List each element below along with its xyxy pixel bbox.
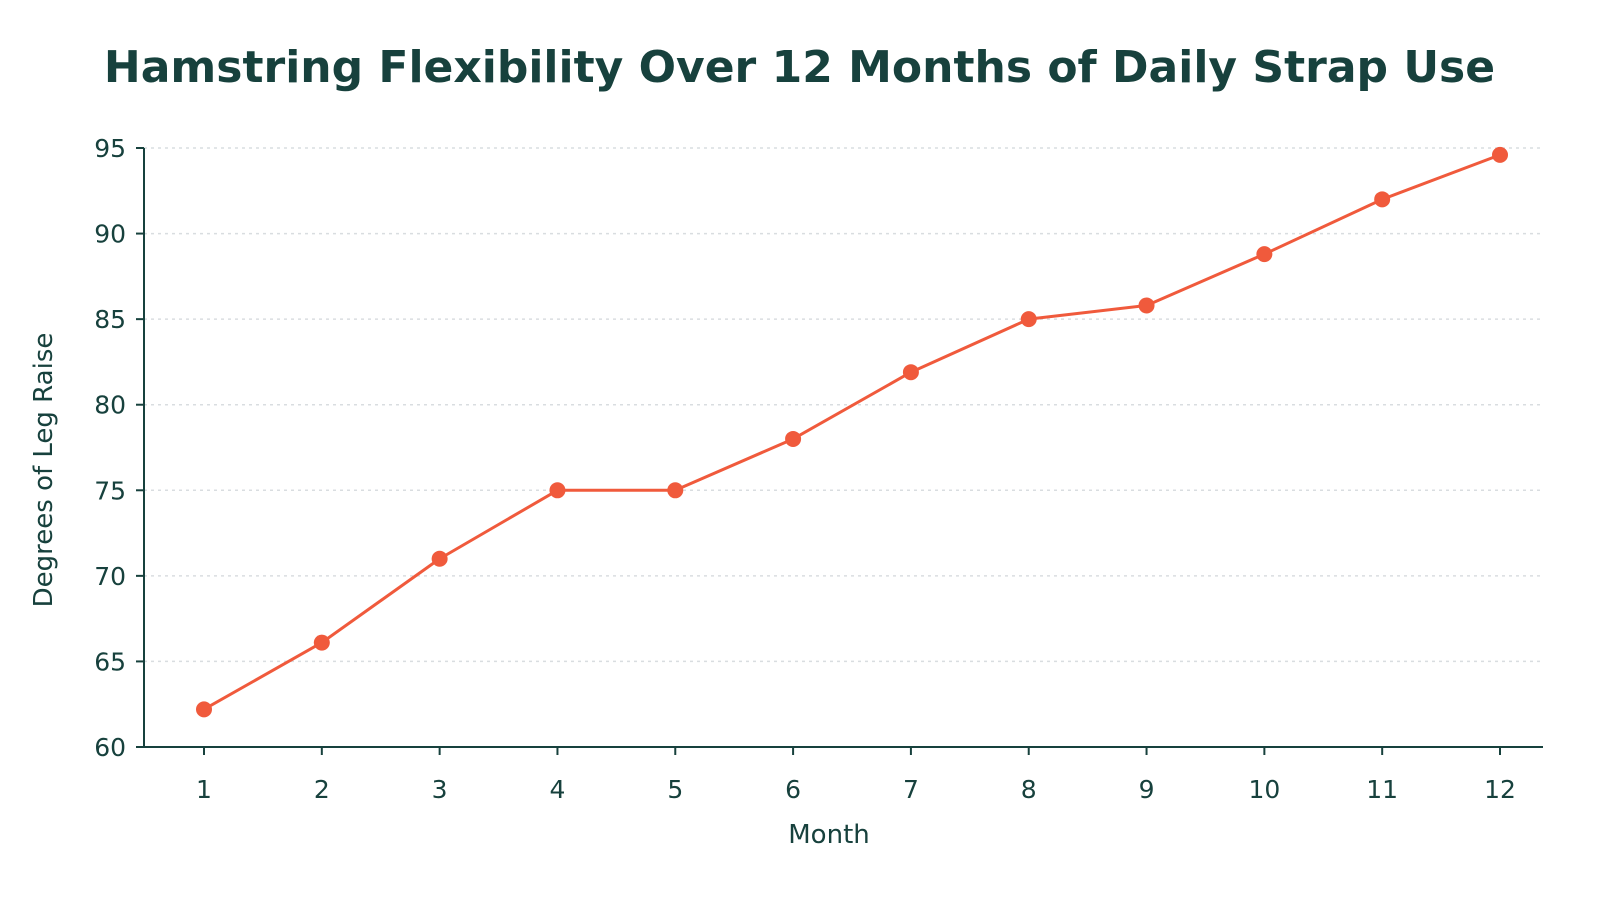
x-tick-label-3: 3 [432, 775, 448, 804]
grid-lines [144, 147, 1543, 663]
y-tick-label-70: 70 [94, 562, 126, 591]
data-point-month-6 [785, 430, 802, 447]
x-tick-label-10: 10 [1248, 775, 1280, 804]
data-point-month-10 [1256, 246, 1273, 263]
y-tick-label-95: 95 [94, 134, 126, 163]
chart-title: Hamstring Flexibility Over 12 Months of … [103, 42, 1496, 93]
data-point-month-12 [1492, 146, 1508, 163]
series-line [202, 153, 1502, 711]
data-point-month-1 [196, 701, 212, 718]
x-axis-title: Month [788, 820, 870, 850]
x-tick-label-9: 9 [1139, 775, 1155, 804]
x-tick-label-6: 6 [785, 775, 801, 804]
data-point-month-9 [1138, 297, 1155, 314]
data-point-month-3 [431, 550, 448, 567]
data-point-month-4 [549, 482, 566, 499]
data-point-month-7 [902, 364, 919, 381]
x-tick-label-2: 2 [314, 775, 330, 804]
y-tick-label-65: 65 [94, 647, 126, 676]
x-tick-label-12: 12 [1484, 775, 1516, 804]
data-point-month-2 [313, 634, 330, 651]
y-axis-title: Degrees of Leg Raise [29, 333, 59, 608]
x-tick-label-8: 8 [1021, 775, 1037, 804]
y-tick-label-85: 85 [94, 305, 126, 334]
y-tick-label-90: 90 [94, 220, 126, 249]
x-tick-label-4: 4 [550, 775, 566, 804]
y-tick-label-80: 80 [94, 391, 126, 420]
data-point-month-11 [1374, 191, 1391, 208]
y-tick-label-60: 60 [94, 733, 126, 762]
x-tick-label-5: 5 [667, 775, 683, 804]
x-tick-label-1: 1 [196, 775, 212, 804]
x-tick-label-11: 11 [1366, 775, 1398, 804]
x-tick-labels: 1 2 3 4 5 6 7 8 9 10 11 12 [196, 747, 1516, 804]
series-layer [196, 146, 1508, 718]
data-point-month-5 [667, 482, 684, 499]
y-tick-label-75: 75 [94, 476, 126, 505]
data-point-month-8 [1020, 311, 1037, 328]
x-tick-label-7: 7 [903, 775, 919, 804]
axes [143, 148, 1543, 748]
y-tick-labels: 60 65 70 75 80 85 90 95 [94, 134, 144, 762]
